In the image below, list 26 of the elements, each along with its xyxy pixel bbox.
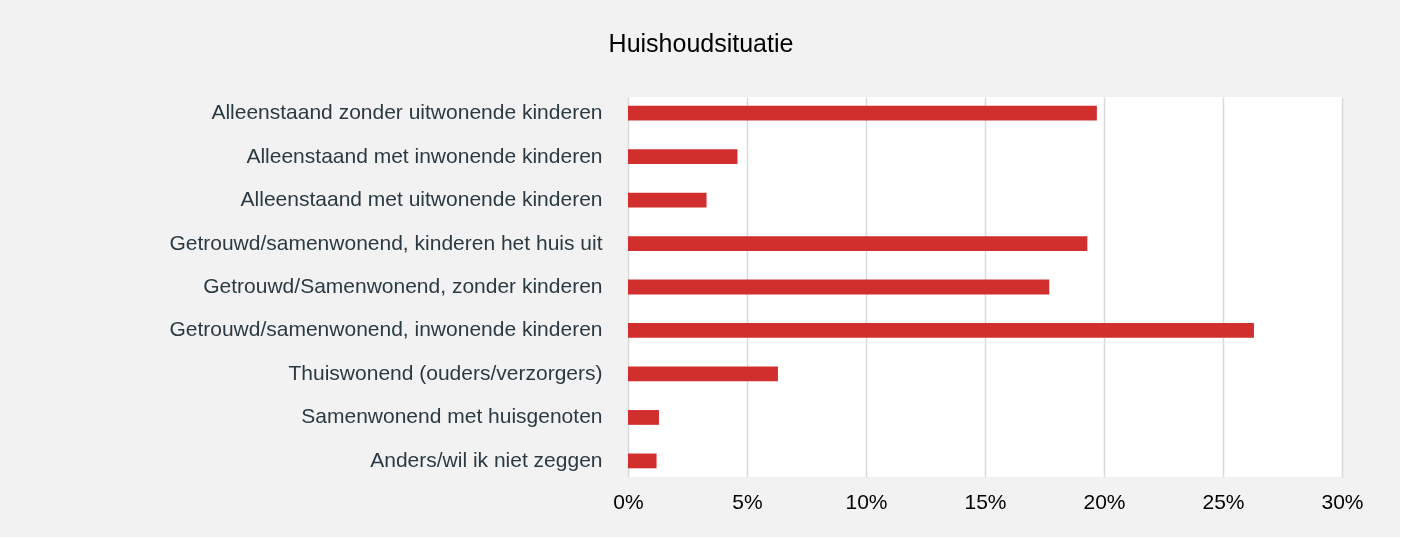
x-tick-label: 0% [613,489,644,513]
bar [628,105,1097,121]
chart-title: Huishoudsituatie [608,29,794,57]
x-tick-label: 30% [1321,489,1364,513]
bar [628,279,1050,295]
bar [628,323,1254,338]
x-tick-label: 10% [845,489,888,513]
y-tick-label: Getrouwd/samenwonend, inwonende kinderen [169,317,603,341]
x-tick-label: 25% [1202,489,1245,513]
x-tick-label: 20% [1083,489,1126,513]
y-tick-label: Alleenstaand met inwonende kinderen [246,143,603,167]
bar [628,192,707,208]
x-tick-label: 15% [964,489,1007,513]
y-tick-label: Getrouwd/Samenwonend, zonder kinderen [203,274,603,297]
x-tick-label: 5% [732,489,763,513]
bar [628,149,738,164]
y-tick-label: Samenwonend met huisgenoten [301,404,603,428]
y-tick-label: Thuiswonend (ouders/verzorgers) [288,360,603,384]
y-tick-label: Alleenstaand met uitwonende kinderen [240,187,603,211]
bar [628,453,657,469]
y-tick-label: Getrouwd/samenwonend, kinderen het huis uit [169,230,603,254]
bar [628,410,659,425]
bar [628,366,778,382]
y-tick-label: Anders/wil ik niet zeggen [370,447,603,471]
y-tick-label: Alleenstaand zonder uitwonende kinderen [211,100,603,124]
bar [628,236,1088,251]
